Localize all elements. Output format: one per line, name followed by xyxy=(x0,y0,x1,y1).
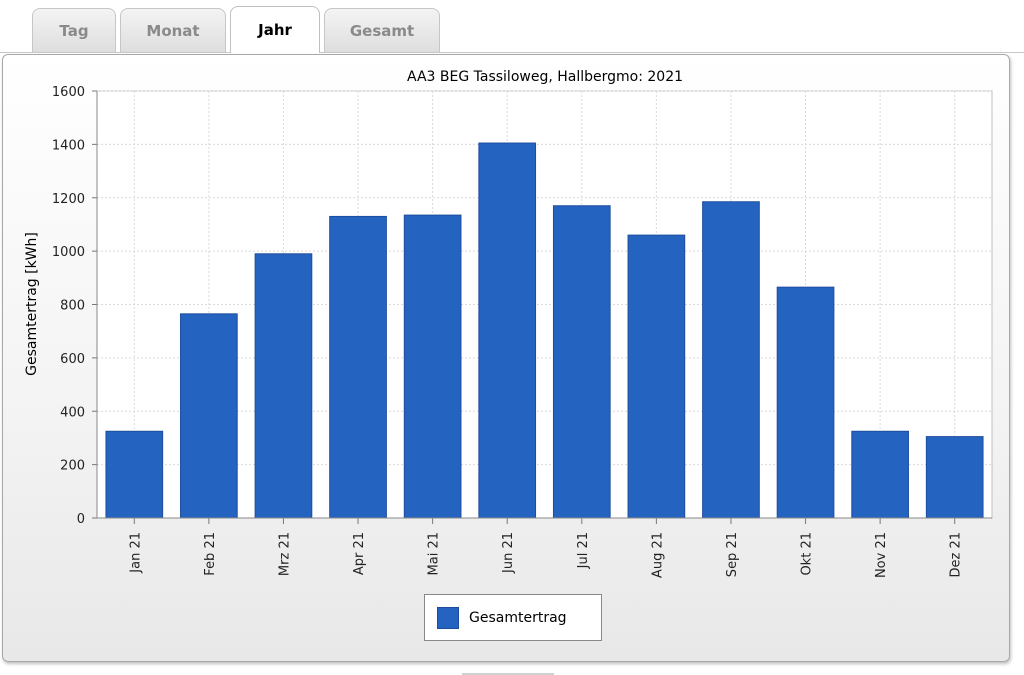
bar-mai-21 xyxy=(403,214,462,519)
x-tick-label: Jul 21 xyxy=(576,532,591,569)
bar-nov-21 xyxy=(851,430,909,519)
x-tick-label: Sep 21 xyxy=(725,532,740,577)
y-tick-label: 200 xyxy=(60,459,85,474)
x-tick-label: Mrz 21 xyxy=(277,532,292,576)
tab-gesamt[interactable]: Gesamt xyxy=(324,8,440,52)
y-tick-label: 0 xyxy=(77,512,85,527)
bar-aug-21 xyxy=(627,234,686,519)
bar-okt-21 xyxy=(776,286,835,519)
x-tick-label: Jan 21 xyxy=(128,532,143,574)
bar-jul-21 xyxy=(552,205,611,519)
legend-label: Gesamtertrag xyxy=(469,609,567,626)
bar-mrz-21 xyxy=(254,253,313,519)
x-tick-label: Feb 21 xyxy=(203,532,218,576)
tab-bar-divider xyxy=(0,52,1024,53)
y-tick-label: 1600 xyxy=(52,85,85,100)
y-tick-label: 1200 xyxy=(52,192,85,207)
x-tick-label: Dez 21 xyxy=(949,532,964,578)
bar-sep-21 xyxy=(702,201,760,519)
legend-swatch xyxy=(437,606,459,629)
scroll-stub xyxy=(462,673,554,675)
x-tick-label: Okt 21 xyxy=(800,532,815,576)
x-tick-label: Jun 21 xyxy=(501,532,516,574)
x-tick-label: Apr 21 xyxy=(352,532,367,575)
bar-feb-21 xyxy=(180,313,238,519)
y-tick-label: 400 xyxy=(60,405,85,420)
bar-jan-21 xyxy=(105,430,164,519)
tab-jahr[interactable]: Jahr xyxy=(230,6,320,53)
bar-jun-21 xyxy=(478,142,537,519)
bar-apr-21 xyxy=(329,215,387,519)
y-axis-label: Gesamtertrag [kWh] xyxy=(24,232,40,376)
x-tick-label: Aug 21 xyxy=(650,532,665,578)
tab-monat[interactable]: Monat xyxy=(120,8,226,52)
chart-title: AA3 BEG Tassiloweg, Hallbergmo: 2021 xyxy=(407,69,683,85)
y-tick-label: 600 xyxy=(60,352,85,367)
y-tick-label: 800 xyxy=(60,299,85,314)
tab-tag[interactable]: Tag xyxy=(32,8,116,52)
x-tick-label: Mai 21 xyxy=(427,532,442,575)
legend: Gesamtertrag xyxy=(424,594,602,641)
plot-area: 0 200 400 600 800 1000 1200 1400 1600 Jan 21 Feb 2… xyxy=(52,85,993,578)
y-tick-label: 1000 xyxy=(52,245,85,260)
x-tick-label: Nov 21 xyxy=(874,532,889,578)
y-tick-label: 1400 xyxy=(52,138,85,153)
bar-dez-21 xyxy=(925,436,984,519)
